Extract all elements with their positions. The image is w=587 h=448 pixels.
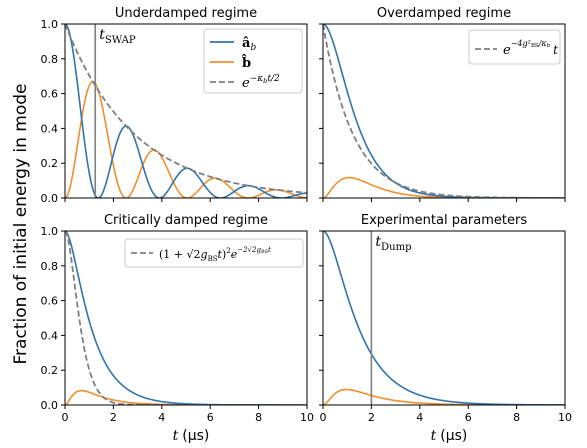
vline-label-sub: Dump — [381, 242, 412, 253]
vline-label: tDump — [375, 234, 411, 253]
y-tick-label: 0.8 — [41, 260, 59, 273]
y-tick-label: 0.6 — [41, 295, 59, 308]
legend-box — [124, 238, 304, 268]
y-tick-label: 0.6 — [41, 88, 59, 101]
panel-1: Underdamped regime tSWAP 0.0 0.2 0.4 0.6 0.8 1.… — [41, 6, 308, 205]
series-b-mode-line — [65, 80, 307, 198]
series-a-mode-line — [323, 231, 565, 405]
vline-label-main: t — [99, 27, 105, 43]
panels: Underdamped regimetSWAP0.00.20.40.60.81.… — [41, 6, 573, 424]
x-tick-label: 10 — [558, 411, 572, 424]
vline-label: tSWAP — [99, 27, 136, 46]
legend-b-mode-label: b̂ — [241, 54, 251, 71]
x-tick-label: 0 — [62, 411, 69, 424]
legend-a-mode-label: âb — [242, 36, 256, 53]
y-tick-label: 0.2 — [41, 364, 59, 377]
axes-frame — [64, 230, 308, 406]
y-tick-label: 1.0 — [41, 225, 59, 238]
legend: e−4g²BS/κb t — [468, 29, 561, 65]
x-tick-label: 4 — [158, 411, 165, 424]
y-tick-label: 0.2 — [41, 157, 59, 170]
series-b-mode-line — [323, 388, 565, 405]
x-axis-label-unit: (μs) — [440, 428, 467, 444]
x-tick-label: 6 — [465, 411, 472, 424]
x-tick-label: 8 — [513, 411, 520, 424]
series-b-mode-line — [65, 389, 307, 405]
svg-text:t(μs): t (μs) — [173, 428, 210, 444]
x-axis-label-var: t — [173, 428, 179, 444]
plot-area — [323, 231, 565, 405]
legend-envelope-label: (1 + √2gBSt)2e−2√2gBSt — [159, 246, 271, 263]
y-tick-label: 0.4 — [41, 122, 59, 135]
axes-frame — [322, 23, 566, 199]
y-tick-label: 0.4 — [41, 329, 59, 342]
x-tick-label: 4 — [416, 411, 423, 424]
legend: (1 + √2gBSt)2e−2√2gBSt — [124, 238, 304, 268]
series-envelope-line — [65, 231, 307, 405]
x-tick-label: 0 — [320, 411, 327, 424]
series-envelope-line — [65, 24, 307, 194]
y-tick-label: 0.0 — [41, 399, 59, 412]
y-tick-label: 0.8 — [41, 53, 59, 66]
vline-label-main: t — [375, 234, 381, 250]
panel-2: Overdamped regime e−4g²BS/κb t — [319, 6, 566, 202]
panel-title: Experimental parameters — [361, 213, 527, 228]
panel-4: Experimental parameters tDump 0 2 4 6 8 10 — [319, 213, 572, 424]
x-axis-label-unit: (μs) — [182, 428, 209, 444]
panel-title: Critically damped regime — [104, 213, 268, 228]
x-tick-label: 2 — [110, 411, 117, 424]
x-tick-label: 6 — [207, 411, 214, 424]
panel-title: Underdamped regime — [115, 6, 257, 21]
x-tick-label: 10 — [300, 411, 314, 424]
x-tick-label: 2 — [368, 411, 375, 424]
y-tick-label: 0.0 — [41, 192, 59, 205]
legend-box — [468, 29, 561, 65]
svg-text:t(μs): t (μs) — [431, 428, 468, 444]
panel-3: Critically damped regime 0.0 0.2 0.4 0.6 0.8 1… — [41, 213, 315, 424]
x-axis-label-right: t (μs) — [431, 428, 468, 444]
vline-label-sub: SWAP — [105, 35, 136, 46]
legend-envelope-label: e−4g²BS/κb t — [503, 39, 558, 58]
legend: âbb̂ e−κbt/2 — [203, 28, 303, 94]
y-axis-label: Fraction of initial energy in mode — [11, 84, 31, 365]
legend-box — [203, 28, 303, 94]
legend-envelope-label: e−κbt/2 — [242, 74, 280, 91]
axes-frame — [64, 23, 308, 199]
x-tick-label: 8 — [255, 411, 262, 424]
x-axis-label-left: t (μs) — [173, 428, 210, 444]
panel-title: Overdamped regime — [377, 6, 511, 21]
y-tick-label: 1.0 — [41, 18, 59, 31]
axes-frame — [322, 230, 566, 406]
x-axis-label-var: t — [431, 428, 437, 444]
